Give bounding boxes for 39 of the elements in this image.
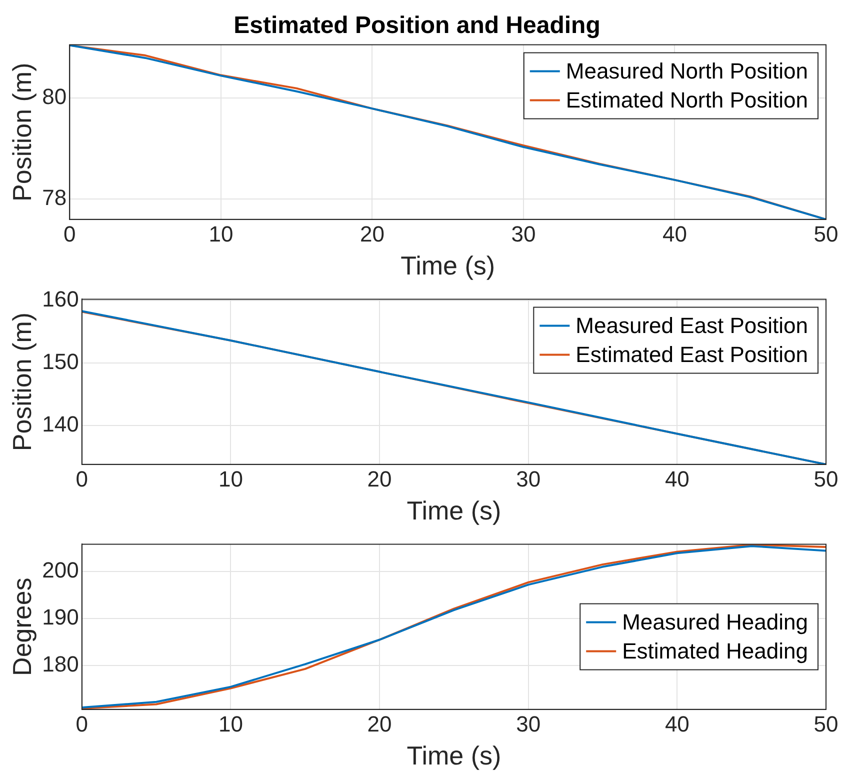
y-axis-title: Position (m) (6, 62, 37, 202)
legend-label: Measured East Position (576, 312, 808, 338)
chart-title: Estimated Position and Heading (234, 12, 600, 40)
x-tick-label: 40 (662, 222, 687, 247)
y-tick-label: 180 (42, 652, 79, 677)
legend-label: Estimated East Position (576, 342, 808, 367)
x-axis-title: Time (s) (400, 250, 496, 281)
x-tick-label: 30 (516, 712, 541, 737)
legend-label: Estimated North Position (566, 87, 808, 112)
x-tick-label: 40 (664, 466, 690, 492)
y-axis-title: Degrees (6, 578, 37, 676)
legend-label: Estimated Heading (622, 638, 808, 664)
x-tick-label: 0 (76, 712, 88, 737)
x-tick-label: 10 (218, 466, 243, 492)
legend-label: Measured Heading (622, 609, 808, 634)
x-tick-label: 20 (367, 466, 392, 492)
y-tick-label: 80 (42, 84, 67, 109)
x-tick-label: 50 (814, 712, 838, 737)
y-tick-label: 160 (42, 286, 79, 312)
x-tick-label: 20 (367, 712, 392, 737)
x-tick-label: 0 (64, 222, 76, 247)
x-tick-label: 20 (360, 222, 384, 247)
y-tick-label: 150 (42, 349, 79, 374)
legend-label: Measured North Position (566, 58, 808, 84)
x-axis-title: Time (s) (406, 740, 502, 771)
y-tick-label: 78 (42, 185, 67, 210)
y-axis-title: Position (m) (6, 312, 37, 452)
x-tick-label: 40 (664, 712, 690, 737)
x-tick-label: 50 (814, 222, 838, 247)
y-tick-label: 140 (42, 412, 79, 437)
x-tick-label: 10 (218, 712, 243, 737)
y-tick-label: 190 (42, 604, 79, 630)
x-tick-label: 50 (814, 466, 838, 492)
y-tick-label: 200 (42, 558, 79, 583)
x-axis-title: Time (s) (406, 496, 502, 526)
x-tick-label: 30 (516, 466, 541, 492)
x-tick-label: 10 (208, 222, 234, 247)
x-tick-label: 30 (511, 222, 536, 247)
x-tick-label: 0 (76, 466, 88, 492)
